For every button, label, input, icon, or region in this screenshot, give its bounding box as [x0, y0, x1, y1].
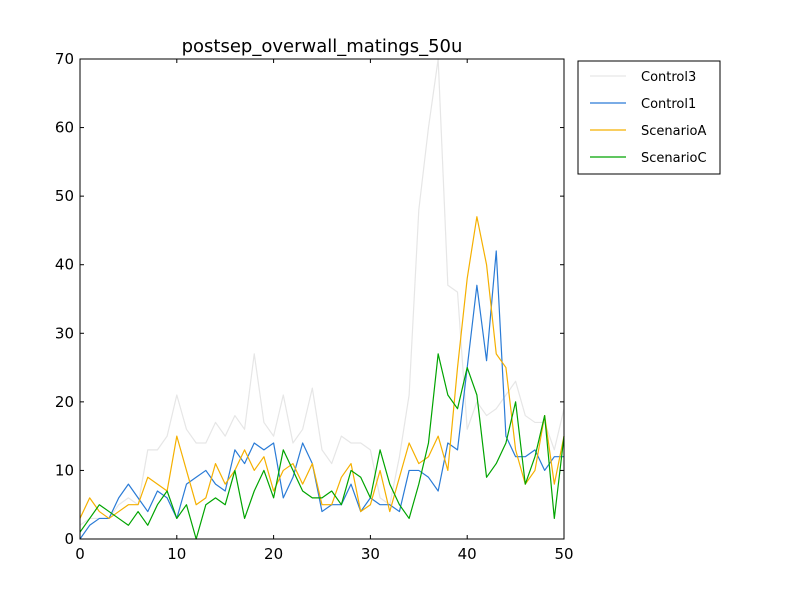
legend-label-scenarioa: ScenarioA [641, 124, 707, 139]
y-tick-label: 60 [55, 119, 74, 137]
series-line-control3 [79, 58, 565, 526]
x-tick-label: 30 [361, 545, 380, 563]
legend-frame [577, 60, 721, 175]
legend-label-control3: Control3 [641, 70, 696, 85]
series-layer [79, 58, 565, 540]
legend-label-control1: Control1 [641, 97, 696, 112]
y-tick-label: 30 [55, 324, 74, 342]
series-line-control1 [79, 250, 564, 540]
y-tick-label: 20 [55, 393, 74, 411]
ticks-layer: 0 10 20 30 40 50 0 10 20 30 40 50 60 70 [55, 50, 574, 563]
series-line-scenarioc [79, 353, 565, 540]
x-tick-label: 0 [75, 545, 85, 563]
x-tick-label: 50 [554, 545, 573, 563]
y-tick-label: 10 [55, 461, 74, 479]
x-tick-label: 40 [458, 545, 477, 563]
y-tick-label: 40 [55, 256, 74, 274]
series-line-scenarioa [79, 216, 565, 520]
y-tick-label: 50 [55, 187, 74, 205]
x-tick-label: 10 [167, 545, 186, 563]
legend: Control3 Control1 ScenarioA ScenarioC [577, 60, 721, 175]
y-tick-label: 0 [64, 530, 74, 548]
y-tick-label: 70 [55, 50, 74, 68]
chart-title: postsep_overwall_matings_50u [182, 36, 463, 57]
plot-area-frame [79, 58, 565, 540]
x-tick-label: 20 [264, 545, 283, 563]
legend-label-scenarioc: ScenarioC [641, 151, 707, 166]
